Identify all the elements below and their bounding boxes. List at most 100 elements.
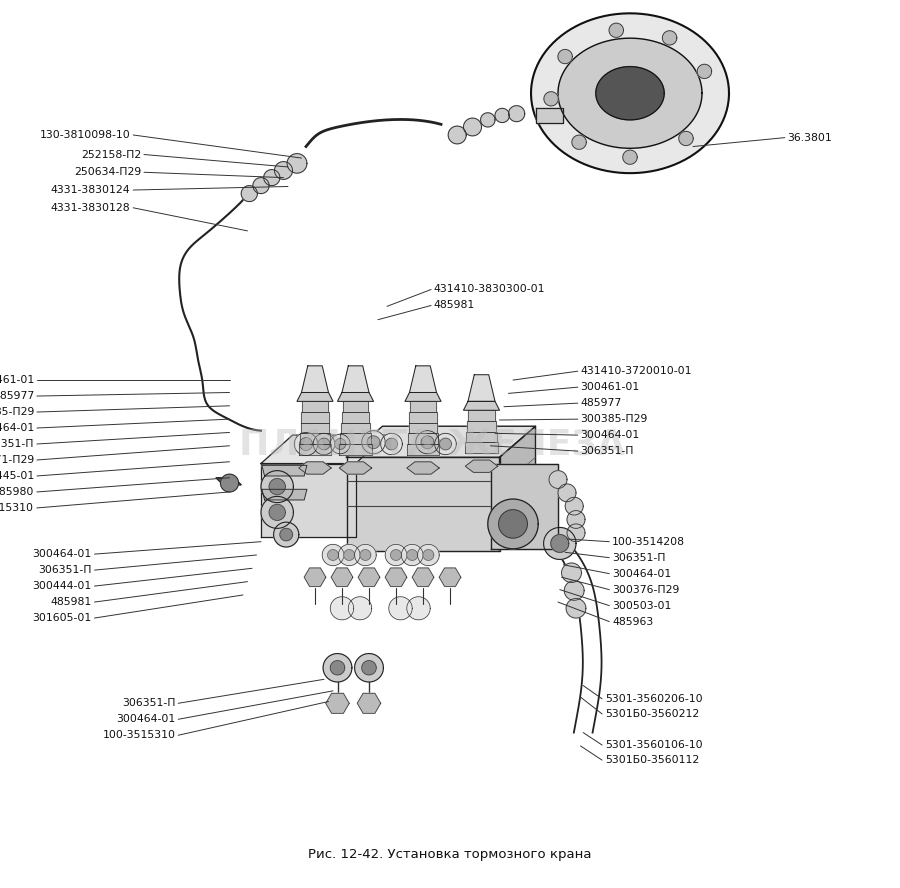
Text: 306351-П: 306351-П — [39, 565, 92, 575]
Text: Рис. 12-42. Установка тормозного крана: Рис. 12-42. Установка тормозного крана — [308, 848, 592, 860]
Polygon shape — [468, 410, 495, 421]
Polygon shape — [338, 392, 374, 401]
Polygon shape — [331, 568, 353, 586]
Text: 300385-П29: 300385-П29 — [580, 414, 648, 424]
Polygon shape — [464, 401, 500, 410]
Text: 100-3515310: 100-3515310 — [0, 503, 34, 513]
Polygon shape — [391, 550, 401, 560]
Polygon shape — [340, 433, 371, 444]
Polygon shape — [439, 438, 452, 450]
Text: 250634-П29: 250634-П29 — [74, 167, 141, 178]
Polygon shape — [439, 568, 461, 586]
Text: 300503-01: 300503-01 — [612, 600, 671, 611]
Polygon shape — [269, 504, 285, 520]
Polygon shape — [423, 550, 434, 560]
Polygon shape — [220, 474, 238, 492]
Polygon shape — [416, 431, 439, 454]
Text: 300464-01: 300464-01 — [116, 714, 176, 725]
Text: 300464-01: 300464-01 — [612, 568, 671, 579]
Polygon shape — [264, 170, 280, 186]
Polygon shape — [562, 563, 581, 583]
Text: 485980: 485980 — [0, 487, 34, 497]
Polygon shape — [335, 439, 346, 449]
Polygon shape — [467, 421, 496, 432]
Polygon shape — [389, 597, 412, 620]
Text: 306351-П: 306351-П — [122, 698, 176, 709]
Polygon shape — [418, 544, 439, 566]
Polygon shape — [549, 471, 567, 488]
Polygon shape — [409, 423, 437, 433]
Polygon shape — [274, 162, 292, 179]
Polygon shape — [297, 392, 333, 401]
Polygon shape — [357, 694, 381, 713]
Polygon shape — [464, 118, 482, 136]
Polygon shape — [662, 31, 677, 45]
Polygon shape — [328, 550, 338, 560]
Text: 306351-П: 306351-П — [580, 446, 634, 456]
Text: 4331-3830124: 4331-3830124 — [51, 185, 130, 195]
Text: 485963: 485963 — [612, 616, 653, 627]
Polygon shape — [564, 581, 584, 600]
Polygon shape — [567, 524, 585, 542]
Polygon shape — [410, 366, 436, 392]
Polygon shape — [280, 528, 292, 541]
Text: 4331-3830128: 4331-3830128 — [51, 202, 130, 213]
Text: 485977: 485977 — [0, 391, 34, 401]
Text: ПЛАНЕТА ЖЕЛЕЗА: ПЛАНЕТА ЖЕЛЕЗА — [238, 427, 626, 461]
Polygon shape — [448, 126, 466, 144]
Polygon shape — [495, 108, 509, 123]
Polygon shape — [302, 412, 328, 423]
Text: 36.3801: 36.3801 — [788, 132, 832, 143]
Text: 300445-01: 300445-01 — [0, 471, 34, 481]
Polygon shape — [491, 464, 558, 549]
Polygon shape — [488, 499, 538, 549]
Polygon shape — [407, 597, 430, 620]
Text: 485977: 485977 — [580, 398, 622, 408]
Polygon shape — [261, 471, 293, 503]
Polygon shape — [346, 457, 500, 551]
Polygon shape — [261, 464, 356, 537]
Polygon shape — [344, 550, 355, 560]
Polygon shape — [623, 150, 637, 164]
Polygon shape — [300, 438, 312, 450]
Polygon shape — [465, 442, 498, 453]
Polygon shape — [313, 433, 335, 455]
Polygon shape — [466, 432, 497, 442]
Polygon shape — [346, 426, 536, 457]
Polygon shape — [407, 462, 439, 474]
Polygon shape — [341, 423, 370, 433]
Polygon shape — [407, 550, 418, 560]
Polygon shape — [339, 444, 372, 455]
Text: 306351-П: 306351-П — [0, 439, 34, 449]
Polygon shape — [304, 568, 326, 586]
Polygon shape — [500, 426, 536, 551]
Text: 300376-П29: 300376-П29 — [612, 584, 680, 595]
Text: 300464-01: 300464-01 — [580, 430, 640, 440]
Polygon shape — [339, 462, 372, 474]
Polygon shape — [596, 67, 664, 120]
Polygon shape — [302, 401, 328, 412]
Polygon shape — [435, 433, 456, 455]
Polygon shape — [536, 108, 562, 123]
Polygon shape — [355, 544, 376, 566]
Polygon shape — [544, 527, 576, 559]
Text: 300461-01: 300461-01 — [0, 375, 34, 385]
Polygon shape — [318, 438, 330, 450]
Text: 300385-П29: 300385-П29 — [0, 407, 34, 417]
Polygon shape — [330, 597, 354, 620]
Polygon shape — [360, 550, 371, 560]
Polygon shape — [508, 106, 525, 122]
Polygon shape — [287, 154, 307, 173]
Polygon shape — [343, 401, 368, 412]
Polygon shape — [567, 511, 585, 528]
Polygon shape — [558, 50, 572, 64]
Text: 300464-01: 300464-01 — [32, 549, 92, 559]
Text: 485981: 485981 — [434, 300, 475, 311]
Polygon shape — [566, 599, 586, 618]
Polygon shape — [330, 661, 345, 675]
Polygon shape — [499, 510, 527, 538]
Polygon shape — [269, 479, 285, 495]
Text: 306351-П: 306351-П — [612, 552, 665, 563]
Polygon shape — [385, 438, 398, 450]
Polygon shape — [362, 661, 376, 675]
